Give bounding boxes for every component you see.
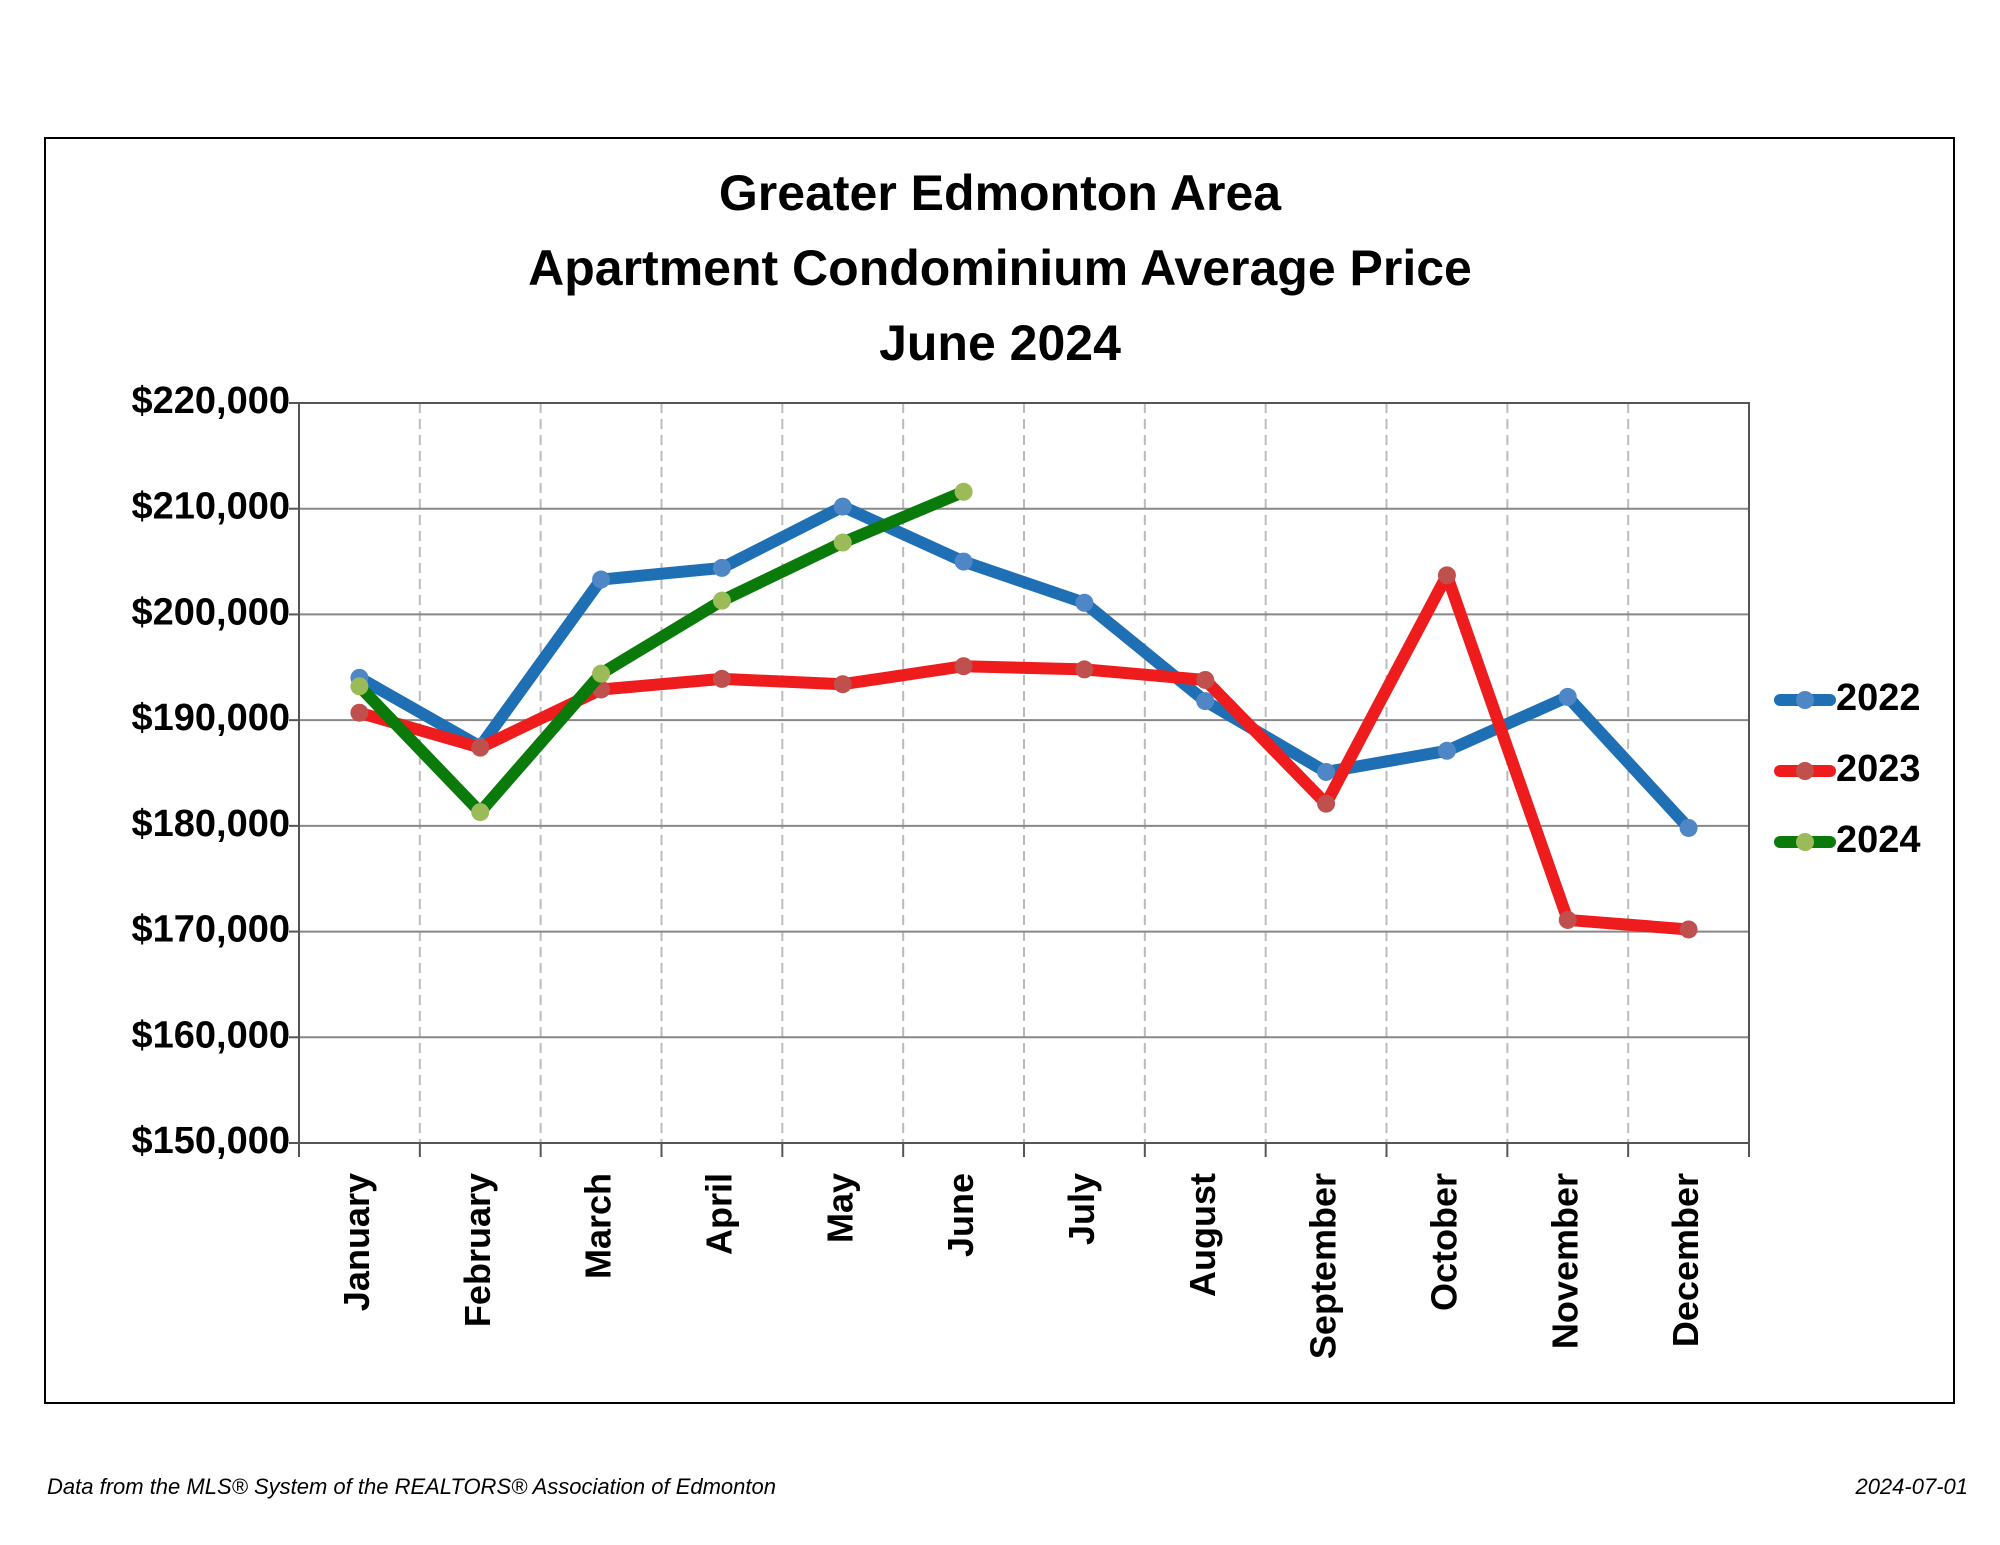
series-marker <box>471 738 490 757</box>
series-marker <box>833 497 852 516</box>
y-tick-label: $160,000 <box>132 1014 291 1056</box>
series-marker <box>1317 794 1336 813</box>
y-tick-label: $220,000 <box>132 380 291 422</box>
y-tick-label: $200,000 <box>132 591 291 633</box>
x-tick-label: December <box>1665 1173 1706 1347</box>
legend-marker <box>1796 762 1814 780</box>
series-marker <box>350 677 369 696</box>
x-tick-label: July <box>1061 1173 1102 1245</box>
series-marker <box>712 558 731 577</box>
series-marker <box>833 675 852 694</box>
series-marker <box>954 552 973 571</box>
legend-label: 2024 <box>1836 819 1921 861</box>
x-tick-label: August <box>1182 1173 1223 1297</box>
legend-marker <box>1796 691 1814 709</box>
legend-label: 2022 <box>1836 677 1921 719</box>
series-marker <box>712 669 731 688</box>
series-marker <box>833 533 852 552</box>
series-marker <box>1317 762 1336 781</box>
series-marker <box>471 803 490 822</box>
series-marker <box>592 664 611 683</box>
footer-date: 2024-07-01 <box>1854 1474 1968 1499</box>
y-tick-label: $190,000 <box>132 697 291 739</box>
chart-title: June 2024 <box>879 315 1121 371</box>
series-marker <box>1558 910 1577 929</box>
y-tick-label: $170,000 <box>132 909 291 951</box>
y-tick-label: $180,000 <box>132 803 291 845</box>
footer-source: Data from the MLS® System of the REALTOR… <box>47 1474 776 1499</box>
chart-title: Apartment Condominium Average Price <box>528 240 1472 296</box>
series-marker <box>1558 687 1577 706</box>
legend-marker <box>1796 833 1814 851</box>
x-tick-label: June <box>940 1173 981 1257</box>
series-line <box>353 500 1695 834</box>
y-tick-label: $150,000 <box>132 1120 291 1162</box>
series-marker <box>1196 692 1215 711</box>
series-marker <box>1196 670 1215 689</box>
series-marker <box>712 591 731 610</box>
series-marker <box>350 703 369 722</box>
x-tick-label: April <box>698 1173 739 1255</box>
series-marker <box>1075 660 1094 679</box>
x-tick-label: November <box>1544 1173 1585 1349</box>
series-marker <box>1679 818 1698 837</box>
x-tick-label: February <box>457 1173 498 1327</box>
series-marker <box>1075 593 1094 612</box>
x-tick-label: October <box>1423 1173 1464 1311</box>
x-tick-label: May <box>819 1173 860 1243</box>
series-marker <box>954 482 973 501</box>
x-tick-label: March <box>578 1173 619 1279</box>
series-line <box>353 485 970 819</box>
series-marker <box>1679 920 1698 939</box>
x-tick-label: January <box>336 1173 377 1311</box>
y-tick-label: $210,000 <box>132 486 291 528</box>
legend-label: 2023 <box>1836 748 1921 790</box>
series-marker <box>1437 741 1456 760</box>
chart-title: Greater Edmonton Area <box>719 165 1282 221</box>
series-marker <box>592 570 611 589</box>
x-tick-label: September <box>1303 1173 1344 1359</box>
series-marker <box>1437 566 1456 585</box>
series-marker <box>954 657 973 676</box>
